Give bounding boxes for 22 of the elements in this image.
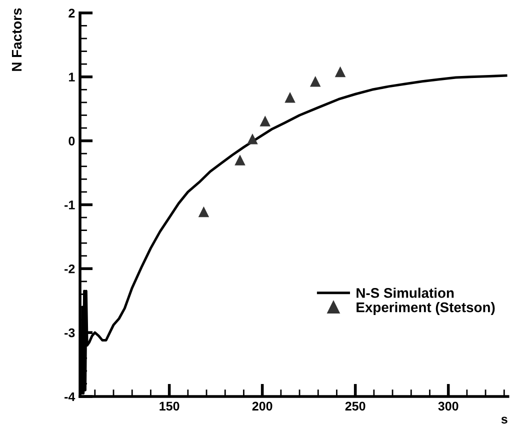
point (334, 66, 346, 78)
point (310, 76, 321, 87)
y-tick-label: -3 (64, 328, 75, 338)
point (284, 92, 296, 103)
x-tick-label: 300 (438, 402, 458, 411)
point (260, 116, 270, 126)
x-tick-label: 150 (160, 402, 180, 411)
point (198, 206, 210, 218)
y-tick-label: -2 (64, 264, 75, 274)
y-tick-label: -4 (64, 392, 76, 402)
x-axis-title: s (501, 416, 508, 424)
y-tick-label: 2 (68, 8, 75, 18)
y-axis-title: N Factors (12, 8, 22, 71)
y-tick-label: 0 (68, 136, 75, 146)
y-tick-label: 1 (69, 72, 75, 82)
x-tick-label: 250 (345, 402, 366, 411)
x-tick-label: 200 (252, 402, 272, 411)
point (247, 133, 258, 144)
y-tick-label: -1 (64, 200, 75, 210)
legend-label: Experiment (Stetson) (356, 302, 495, 315)
legend-label: N-S Simulation (356, 288, 454, 298)
point (234, 154, 246, 166)
